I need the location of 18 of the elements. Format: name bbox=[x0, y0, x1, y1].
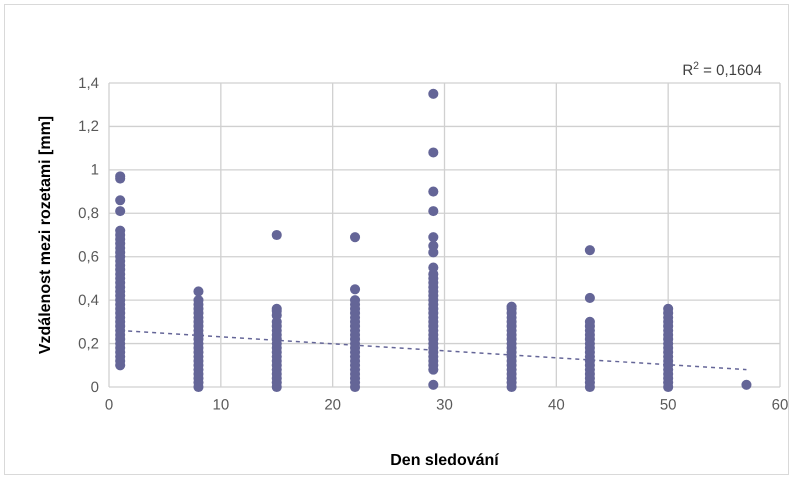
x-tick-label: 20 bbox=[324, 396, 342, 414]
x-tick-label: 50 bbox=[660, 396, 677, 414]
x-tick-label: 0 bbox=[104, 396, 114, 414]
x-tick-label: 10 bbox=[212, 396, 230, 414]
x-axis-title: Den sledování bbox=[390, 452, 500, 469]
y-tick-label: 0 bbox=[90, 378, 99, 396]
x-tick-label: 40 bbox=[548, 396, 565, 414]
y-axis-title: Vzdálenost mezi rozetami [mm] bbox=[37, 116, 54, 354]
y-tick-label: 0,4 bbox=[78, 292, 99, 309]
text: R$^{2}$ = 0,1604 bbox=[682, 60, 762, 79]
y-tick-label: 1 bbox=[90, 162, 99, 179]
y-tick-label: 1,2 bbox=[78, 118, 99, 136]
y-tick-label: 0,8 bbox=[78, 205, 99, 222]
y-tick-label: 0,2 bbox=[78, 335, 99, 352]
y-tick-label: 1,4 bbox=[78, 74, 99, 92]
x-tick-label: 60 bbox=[772, 396, 788, 414]
x-tick-label: 30 bbox=[436, 396, 453, 414]
y-tick-label: 0,6 bbox=[78, 248, 99, 266]
